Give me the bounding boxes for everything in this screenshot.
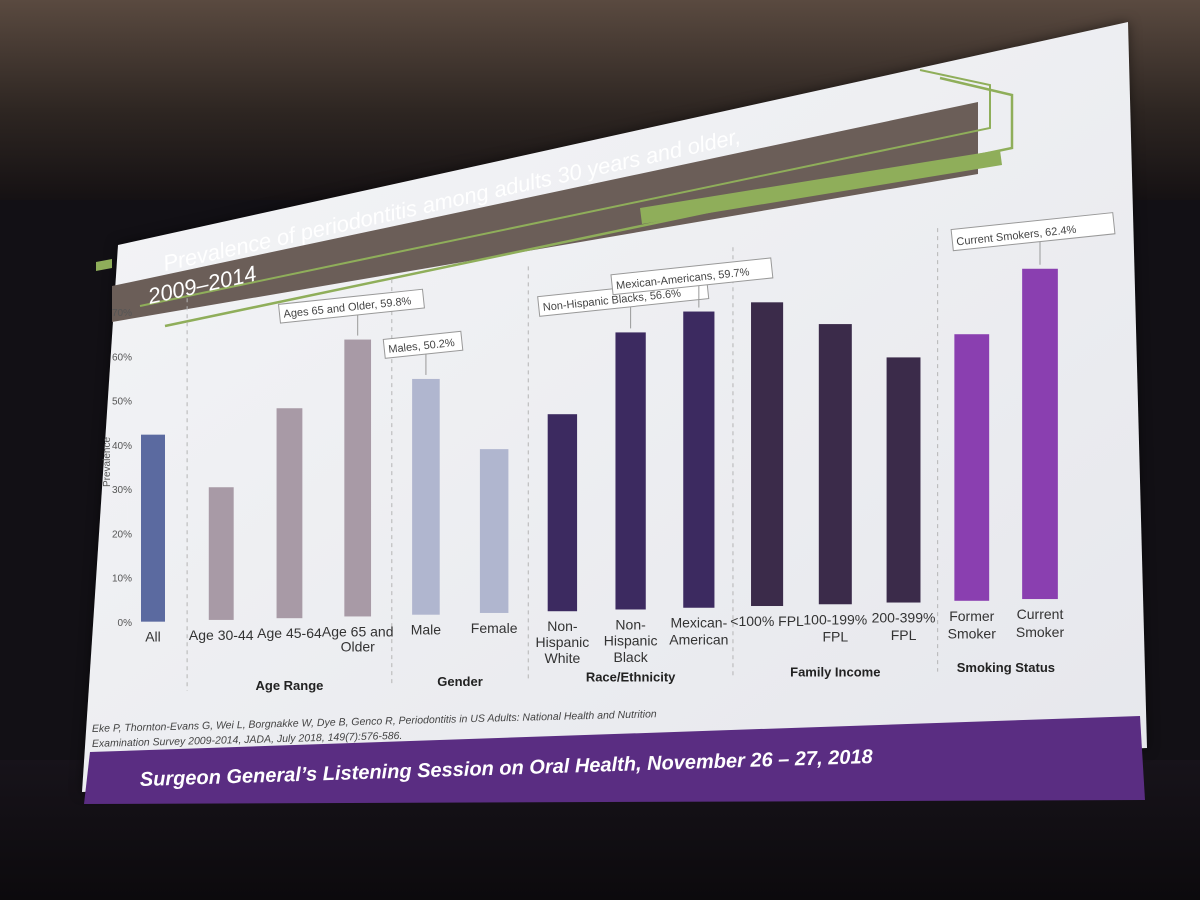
category-label: All — [145, 629, 161, 645]
group-label: Age Range — [256, 678, 324, 693]
bar — [954, 334, 990, 601]
bar — [344, 339, 372, 617]
category-label: Age 65 and — [322, 623, 394, 639]
title-green-accent-small — [96, 259, 112, 271]
y-tick-label: 30% — [112, 485, 132, 496]
y-tick-label: 0% — [118, 618, 133, 629]
bar — [751, 302, 784, 607]
group-label: Race/Ethnicity — [586, 669, 676, 684]
bar — [818, 324, 852, 605]
category-label: Non- — [547, 618, 578, 634]
category-label: Hispanic — [536, 634, 590, 650]
callout-box — [277, 288, 425, 324]
group-labels: Age Range Gender Race/Ethnicity Family Inco… — [256, 660, 1056, 693]
callout: Males, 50.2% — [382, 330, 464, 359]
bar — [683, 311, 715, 608]
category-label: Older — [341, 638, 376, 654]
y-tick-label: 50% — [112, 397, 132, 408]
bar — [479, 449, 509, 613]
title-frame-inner — [139, 69, 991, 307]
callout-box — [382, 330, 464, 359]
y-tick-label: 60% — [112, 352, 132, 363]
category-label: Mexican- — [670, 615, 727, 631]
group-label: Gender — [437, 674, 483, 689]
bar — [208, 487, 234, 620]
title-green-accent — [640, 150, 1002, 224]
category-label: FPL — [891, 627, 917, 643]
category-label: FPL — [822, 628, 848, 644]
bar — [412, 378, 440, 615]
category-label: Age 30-44 — [189, 627, 254, 643]
category-label: Hispanic — [604, 633, 658, 649]
y-tick-label: 10% — [112, 574, 132, 585]
y-tick-label: 40% — [112, 441, 132, 452]
bar — [547, 414, 578, 612]
category-label: <100% FPL — [730, 613, 804, 629]
category-label: Black — [613, 649, 648, 665]
callout-box — [610, 257, 774, 296]
bar — [276, 408, 303, 619]
bar-chart: Prevalence 0% 10% 20% 30% 40% 50% 60% 70% All Ag… — [102, 212, 1116, 693]
y-axis-ticks: 0% 10% 20% 30% 40% 50% 60% 70% — [112, 308, 132, 629]
y-tick-label: 70% — [112, 308, 132, 319]
category-label: White — [544, 650, 580, 666]
bars — [141, 268, 1058, 622]
footer-bar — [84, 716, 1145, 804]
y-axis-label: Prevalence — [102, 437, 113, 487]
category-label: American — [669, 631, 728, 647]
callout-box — [950, 212, 1116, 252]
title-frame-outer — [164, 76, 1014, 328]
bar — [141, 434, 165, 622]
group-label: Family Income — [790, 664, 880, 679]
category-label: Age 45-64 — [257, 625, 322, 641]
category-label: Smoker — [948, 626, 997, 642]
category-label: Current — [1017, 606, 1064, 622]
category-label: 200-399% — [872, 610, 936, 626]
category-label: 100-199% — [803, 611, 867, 627]
category-label: Female — [471, 620, 518, 636]
bar — [615, 332, 646, 610]
group-label: Smoking Status — [957, 660, 1055, 675]
y-tick-label: 20% — [112, 529, 132, 540]
category-label: Smoker — [1016, 624, 1065, 640]
category-label: Male — [411, 622, 442, 638]
bar — [886, 357, 921, 603]
bar — [1022, 268, 1058, 600]
category-label: Non- — [615, 616, 646, 632]
category-label: Former — [949, 608, 994, 624]
